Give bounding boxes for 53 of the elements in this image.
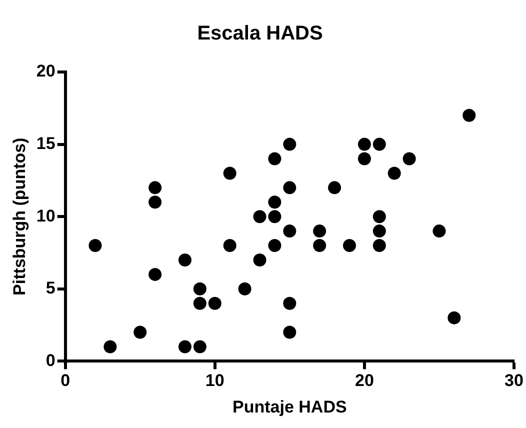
point: [328, 181, 342, 194]
point: [342, 239, 356, 252]
point: [283, 326, 296, 339]
point: [268, 210, 282, 224]
y-tick-label: 15: [36, 134, 56, 153]
y-axis-title: Pittsburgh (puntos): [10, 138, 29, 296]
point: [268, 239, 282, 252]
point: [283, 224, 296, 238]
point: [283, 296, 296, 310]
point: [223, 239, 236, 252]
point: [432, 224, 446, 238]
point: [372, 239, 386, 252]
point: [253, 210, 266, 224]
point: [208, 296, 222, 310]
point: [462, 108, 476, 122]
point: [193, 282, 206, 296]
point: [88, 239, 102, 252]
point: [148, 196, 162, 209]
x-tick-label: 0: [60, 371, 70, 390]
point: [283, 181, 296, 194]
point: [134, 326, 147, 339]
point: [372, 138, 386, 151]
point: [313, 224, 326, 238]
point: [148, 181, 162, 194]
point: [313, 239, 326, 252]
y-tick-label: 10: [36, 206, 56, 226]
x-tick-label: 20: [354, 371, 374, 390]
y-tick-label: 0: [46, 350, 56, 370]
y-tick-label: 20: [36, 62, 56, 81]
x-axis-title: Puntaje HADS: [232, 397, 347, 416]
point: [148, 268, 162, 281]
point: [178, 340, 192, 354]
point: [268, 196, 282, 209]
point: [448, 311, 461, 324]
y-tick-label: 5: [46, 278, 56, 298]
point: [388, 166, 401, 180]
point: [283, 138, 296, 151]
point: [193, 296, 206, 310]
point: [358, 152, 371, 166]
point: [268, 152, 282, 166]
chart-title: Escala HADS: [197, 22, 323, 45]
point: [238, 282, 252, 296]
point: [253, 253, 266, 266]
x-tick-label: 10: [205, 371, 224, 390]
point: [223, 166, 236, 180]
point: [402, 152, 416, 166]
point: [358, 138, 371, 151]
point: [193, 340, 206, 354]
point: [372, 224, 386, 238]
point: [372, 210, 386, 224]
x-tick-label: 30: [504, 371, 524, 390]
point: [178, 253, 192, 266]
point: [104, 340, 117, 354]
